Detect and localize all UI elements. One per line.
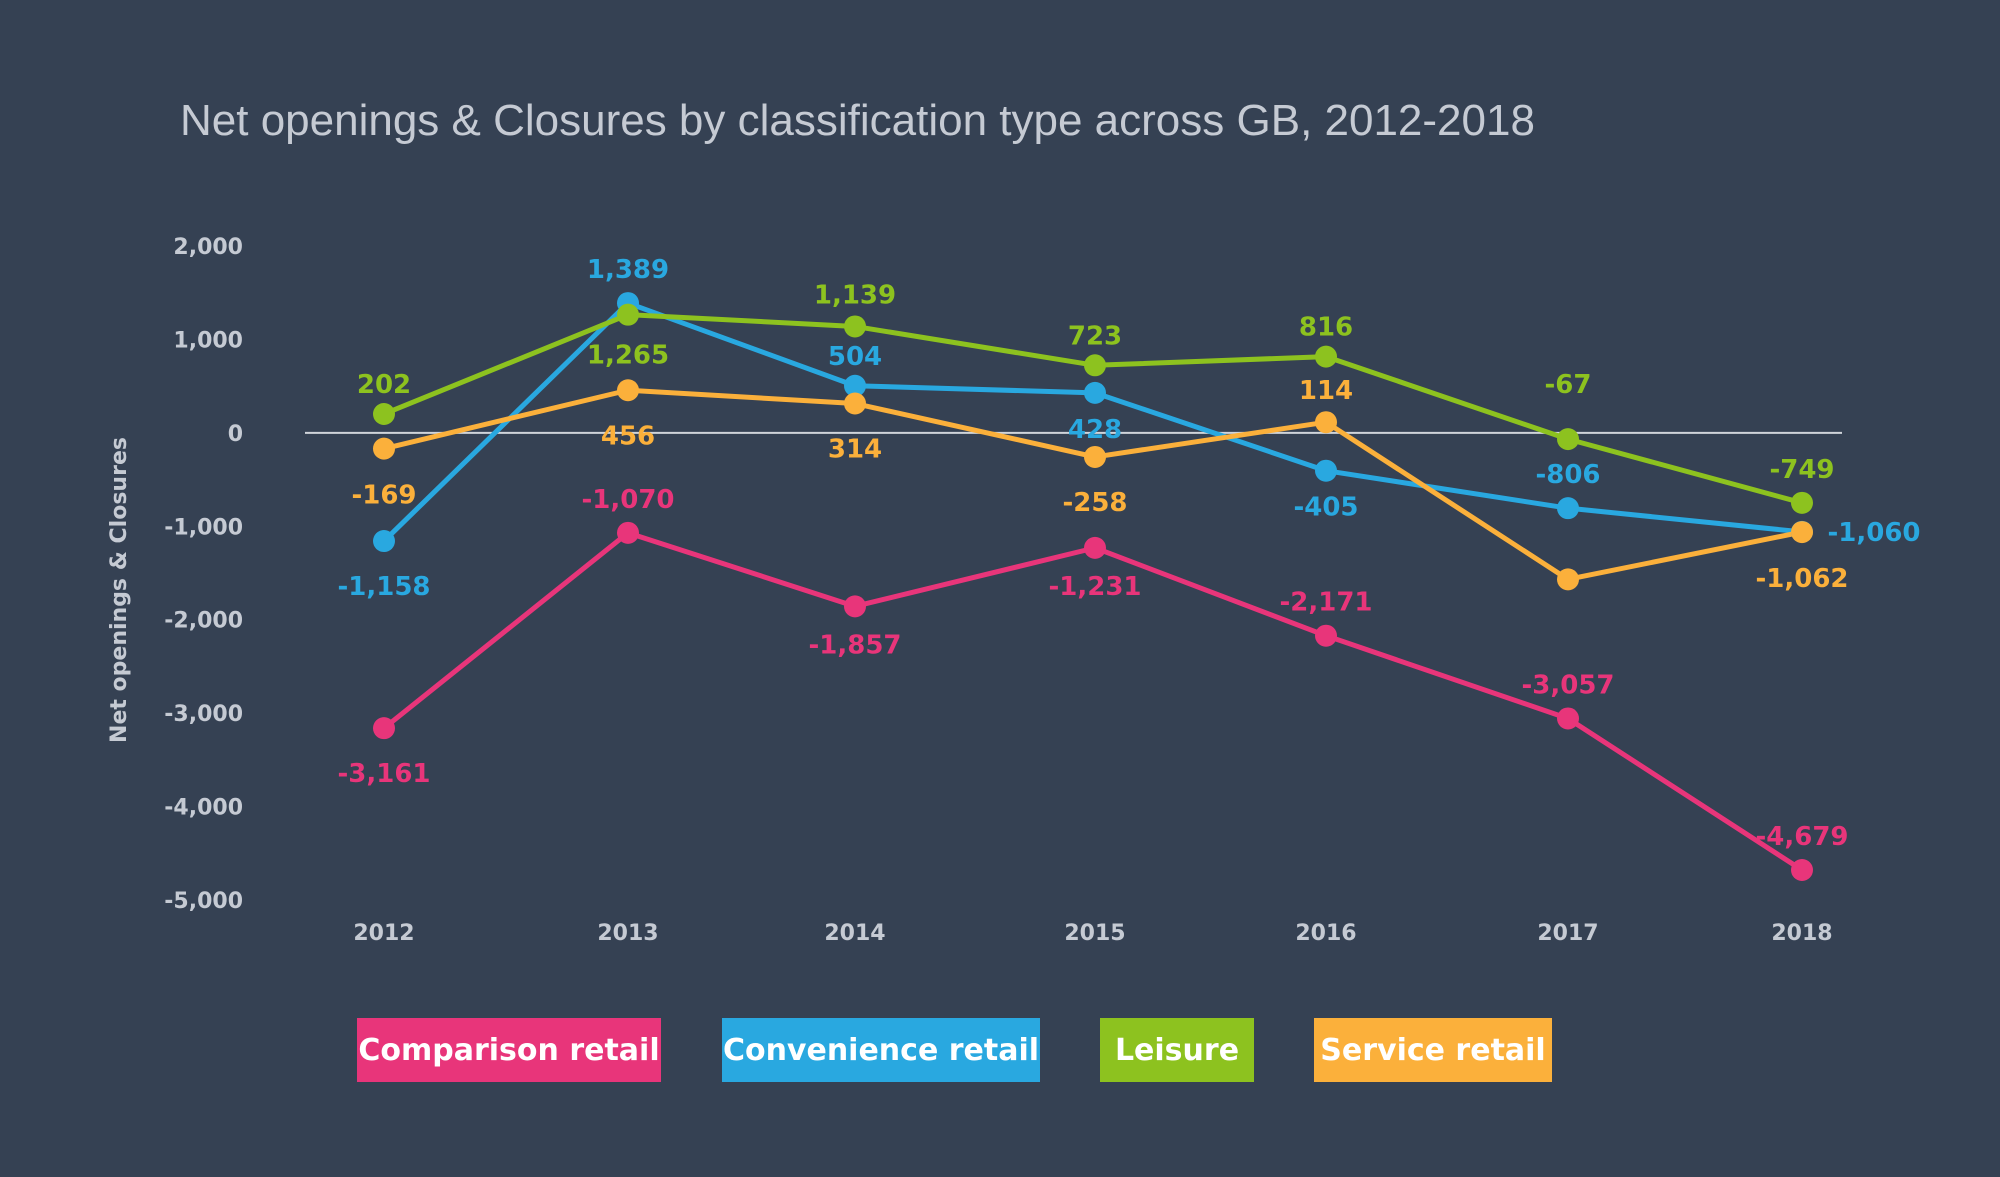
chart-title: Net openings & Closures by classificatio… [180, 96, 1535, 145]
data-point [1557, 497, 1579, 520]
y-tick-label: 1,000 [173, 328, 243, 353]
data-label: -3,161 [337, 759, 430, 789]
data-label: -405 [1293, 493, 1358, 523]
data-label: 456 [601, 421, 655, 451]
data-label: -3,057 [1521, 670, 1614, 700]
x-tick-label: 2016 [1295, 921, 1356, 946]
y-tick-label: 0 [228, 422, 243, 447]
x-tick-label: 2015 [1064, 921, 1125, 946]
data-point [1791, 521, 1813, 544]
data-label: 723 [1068, 321, 1122, 351]
x-tick-label: 2013 [597, 921, 658, 946]
data-label: -1,158 [337, 572, 430, 602]
data-point [617, 379, 639, 402]
data-point [373, 437, 395, 460]
data-label: -1,231 [1048, 572, 1141, 602]
data-label: 202 [357, 370, 411, 400]
data-point [1791, 859, 1813, 882]
data-label: -806 [1535, 460, 1600, 490]
legend-item: Service retail [1314, 1018, 1552, 1082]
data-point [1791, 491, 1813, 514]
x-tick-label: 2014 [824, 921, 885, 946]
data-label: -1,062 [1755, 564, 1848, 594]
data-label: -1,857 [808, 630, 901, 660]
data-label: -169 [351, 481, 416, 511]
data-label: 1,139 [814, 280, 896, 310]
data-point [844, 595, 866, 618]
data-label: -258 [1062, 488, 1127, 518]
data-point [1315, 624, 1337, 647]
data-label: -67 [1545, 370, 1592, 400]
legend-item: Convenience retail [722, 1018, 1040, 1082]
data-label: -1,060 [1827, 518, 1920, 548]
y-tick-label: -1,000 [164, 515, 243, 540]
y-tick-label: -2,000 [164, 609, 243, 634]
data-point [844, 392, 866, 415]
x-tick-label: 2018 [1771, 921, 1832, 946]
data-point [617, 303, 639, 326]
y-tick-label: -4,000 [164, 796, 243, 821]
data-label: -1,070 [581, 485, 674, 515]
legend-item: Comparison retail [357, 1018, 661, 1082]
data-label: -2,171 [1279, 588, 1372, 618]
x-axis-ticks: 2012 2013 2014 2015 2016 2017 2018 [353, 921, 1832, 946]
data-label: 504 [828, 342, 882, 372]
data-point [1084, 536, 1106, 559]
y-tick-label: 2,000 [173, 235, 243, 260]
data-point [1315, 411, 1337, 434]
data-labels: -3,161 -1,070 -1,857 -1,231 -2,171 -3,057 -4,6… [337, 255, 1920, 852]
data-label: 816 [1299, 313, 1353, 343]
data-point [1084, 381, 1106, 404]
y-axis-label: Net openings & Closures [107, 437, 132, 743]
data-label: 428 [1068, 415, 1122, 445]
data-point [1315, 459, 1337, 482]
y-axis-ticks: 2,000 1,000 0 -1,000 -2,000 -3,000 -4,000 -5,00… [164, 235, 243, 914]
data-point [844, 315, 866, 338]
y-tick-label: -3,000 [164, 702, 243, 727]
data-label: 114 [1299, 376, 1353, 406]
data-point [1315, 345, 1337, 368]
data-point [844, 374, 866, 397]
data-label: -4,679 [1755, 822, 1848, 852]
data-point [1084, 354, 1106, 377]
data-point [1557, 568, 1579, 591]
data-label: 1,389 [587, 255, 669, 285]
data-label: -749 [1769, 455, 1834, 485]
data-point [373, 402, 395, 425]
legend-item: Leisure [1100, 1018, 1254, 1082]
x-tick-label: 2017 [1537, 921, 1598, 946]
data-point [617, 521, 639, 544]
x-tick-label: 2012 [353, 921, 414, 946]
data-label: 314 [828, 435, 882, 465]
y-tick-label: -5,000 [164, 889, 243, 914]
data-label: 1,265 [587, 341, 669, 371]
data-point [1557, 428, 1579, 451]
data-point [1084, 445, 1106, 468]
series-points [373, 292, 1813, 882]
data-point [373, 717, 395, 740]
data-point [373, 530, 395, 553]
data-point [1557, 707, 1579, 730]
